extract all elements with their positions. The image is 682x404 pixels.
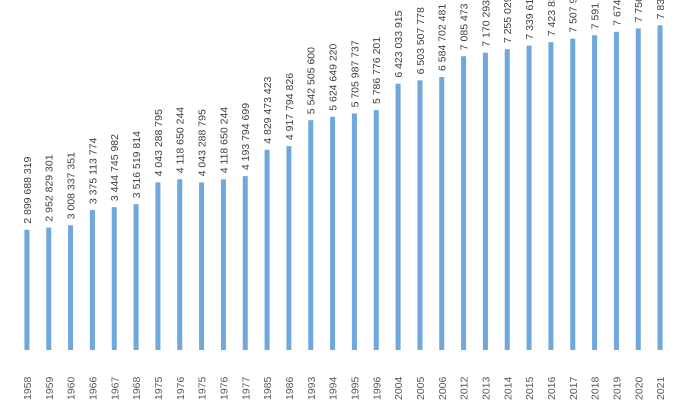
x-tick-labels-group: 1958 1959 1960 1966 1967 1968 1975 1976 1975 1976… — [22, 376, 667, 400]
data-label-27: 7 674 314 922 — [611, 0, 623, 26]
data-label-19: 6 584 702 481 — [437, 4, 449, 71]
x-tick-label-29: 2021 — [655, 376, 667, 400]
x-tick-label-13: 1993 — [306, 376, 318, 400]
bar-2019-27 — [613, 31, 619, 351]
x-tick-label-14: 1994 — [328, 376, 340, 400]
x-tick-label-8: 1975 — [197, 376, 209, 400]
bar-2016-24 — [548, 42, 554, 351]
data-label-5: 3 516 519 814 — [131, 131, 143, 198]
data-label-0: 2 899 688 319 — [22, 156, 34, 223]
x-tick-label-18: 2005 — [415, 376, 427, 400]
data-label-7: 4 118 650 244 — [175, 107, 187, 174]
bar-1959-1 — [46, 227, 52, 350]
bars-group — [24, 25, 663, 351]
bar-2018-26 — [592, 35, 598, 350]
x-tick-label-1: 1959 — [44, 376, 56, 400]
x-tick-label-4: 1967 — [109, 376, 121, 400]
bar-2012-20 — [461, 56, 467, 351]
bar-1966-3 — [89, 210, 95, 350]
data-label-10: 4 193 794 699 — [240, 103, 252, 170]
data-label-8: 4 043 288 795 — [197, 109, 209, 176]
bar-1975-8 — [199, 182, 205, 350]
data-label-4: 3 444 745 982 — [109, 134, 121, 201]
x-tick-label-19: 2006 — [437, 376, 449, 400]
data-label-29: 7 830 458 560 — [655, 0, 667, 19]
x-tick-label-21: 2013 — [480, 376, 492, 400]
bar-1975-6 — [155, 182, 161, 350]
data-label-28: 7 756 041 003 — [633, 0, 645, 22]
data-label-17: 6 423 033 915 — [393, 10, 405, 77]
bar-1976-9 — [220, 179, 226, 350]
x-tick-label-27: 2019 — [611, 376, 623, 400]
bar-1977-10 — [242, 176, 248, 350]
data-label-25: 7 507 990 494 — [568, 0, 580, 33]
x-tick-label-5: 1968 — [131, 376, 143, 400]
bar-1995-15 — [351, 113, 357, 350]
bar-2021-29 — [657, 25, 663, 350]
data-label-9: 4 118 650 244 — [218, 107, 230, 174]
x-tick-label-28: 2020 — [633, 376, 645, 400]
bar-1993-13 — [308, 120, 314, 350]
x-tick-label-16: 1996 — [371, 376, 383, 400]
bar-2020-28 — [635, 28, 641, 350]
data-labels-group: 2 899 688 319 2 952 829 301 3 008 337 351 3… — [22, 0, 667, 224]
data-label-20: 7 085 473 969 — [459, 0, 471, 50]
data-label-12: 4 917 794 826 — [284, 73, 296, 140]
data-label-14: 5 624 649 220 — [328, 43, 340, 110]
x-tick-label-10: 1977 — [240, 376, 252, 400]
bar-2017-25 — [570, 38, 576, 350]
x-tick-label-26: 2018 — [590, 376, 602, 400]
bar-1994-14 — [330, 116, 336, 350]
data-label-1: 2 952 829 301 — [44, 154, 56, 221]
bar-1967-4 — [111, 207, 117, 350]
bar-2015-23 — [526, 45, 532, 351]
x-tick-label-7: 1976 — [175, 376, 187, 400]
x-tick-label-23: 2015 — [524, 376, 536, 400]
x-tick-label-0: 1958 — [22, 376, 34, 400]
x-tick-label-24: 2016 — [546, 376, 558, 400]
data-label-24: 7 423 834 158 — [546, 0, 558, 36]
x-tick-label-6: 1975 — [153, 376, 165, 400]
bar-2005-18 — [417, 80, 423, 350]
bar-2013-21 — [482, 52, 488, 350]
bar-1968-5 — [133, 204, 139, 350]
data-label-11: 4 829 473 423 — [262, 76, 274, 143]
bar-1958-0 — [24, 229, 30, 350]
bar-1985-11 — [264, 149, 270, 350]
x-tick-label-3: 1966 — [87, 376, 99, 400]
data-label-15: 5 705 987 737 — [349, 40, 361, 107]
bar-1960-2 — [68, 225, 74, 350]
bar-1976-7 — [177, 179, 183, 350]
x-tick-label-25: 2017 — [568, 376, 580, 400]
x-tick-label-22: 2014 — [502, 376, 514, 400]
bar-1996-16 — [373, 110, 379, 350]
bar-2014-22 — [504, 49, 510, 351]
data-label-6: 4 043 288 795 — [153, 109, 165, 176]
data-label-18: 6 503 507 778 — [415, 7, 427, 74]
bar-1986-12 — [286, 146, 292, 350]
x-tick-label-2: 1960 — [66, 376, 78, 400]
data-label-2: 3 008 337 351 — [66, 152, 78, 219]
x-tick-label-20: 2012 — [459, 376, 471, 400]
x-tick-label-17: 2004 — [393, 376, 405, 400]
x-tick-label-12: 1986 — [284, 376, 296, 400]
data-label-13: 5 542 505 600 — [306, 47, 318, 114]
x-tick-label-11: 1985 — [262, 376, 274, 400]
data-label-16: 5 786 776 201 — [371, 37, 383, 104]
data-label-26: 7 591 515 998 — [590, 0, 602, 29]
data-label-3: 3 375 113 774 — [87, 138, 99, 205]
x-tick-label-9: 1976 — [218, 376, 230, 400]
data-label-21: 7 170 293 122 — [480, 0, 492, 47]
data-label-23: 7 339 619 737 — [524, 0, 536, 40]
data-label-22: 7 255 029 148 — [502, 0, 514, 43]
bar-2006-19 — [439, 76, 445, 350]
bar-2004-17 — [395, 83, 401, 351]
x-tick-label-15: 1995 — [349, 376, 361, 400]
